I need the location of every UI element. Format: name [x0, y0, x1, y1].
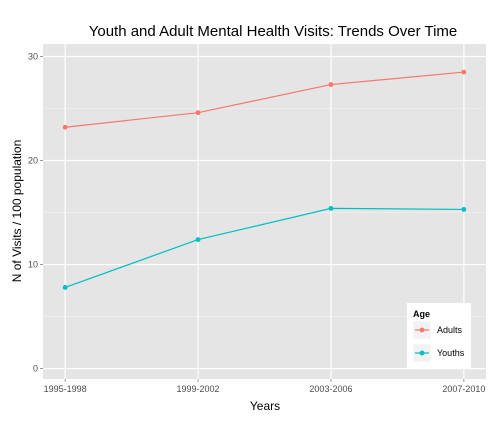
legend-key-point-youths	[419, 350, 425, 356]
x-axis-title: Years	[250, 399, 280, 413]
x-tick-label: 1999-2002	[177, 384, 220, 394]
y-tick-label: 20	[28, 156, 38, 166]
data-point-adults	[195, 110, 201, 116]
legend-entries: Adults Youths	[412, 320, 465, 363]
x-axis-ticks: 1995-1998 1999-2002 2003-2006 2007-2010	[44, 379, 485, 394]
series-points	[62, 69, 467, 290]
y-axis-title: N of Visits / 100 population	[10, 140, 24, 283]
data-point-adults	[328, 82, 334, 87]
series-lines	[64, 71, 464, 289]
series-line-youths	[64, 207, 464, 289]
x-tick-label: 2007-2010	[442, 384, 485, 394]
data-point-youths	[62, 285, 68, 290]
x-tick-label: 1995-1998	[44, 384, 87, 394]
series-line-adults	[65, 71, 464, 128]
legend-label-adults: Adults	[437, 325, 463, 335]
chart-title: Youth and Adult Mental Health Visits: Tr…	[89, 23, 458, 40]
legend-label-youths: Youths	[437, 348, 465, 358]
data-point-youths	[195, 237, 201, 242]
y-tick-label: 10	[28, 260, 38, 270]
legend: Age Adults Youths	[407, 303, 471, 369]
data-point-youths	[328, 205, 334, 211]
y-axis-ticks: 0 10 20 30	[28, 51, 43, 374]
data-point-adults	[461, 69, 467, 75]
x-tick-label: 2003-2006	[309, 384, 352, 394]
data-point-youths	[461, 207, 467, 212]
data-point-adults	[62, 124, 68, 130]
legend-key-point-adults	[419, 327, 425, 333]
y-tick-label: 0	[33, 364, 38, 374]
legend-title: Age	[413, 309, 430, 319]
y-tick-label: 30	[28, 51, 38, 61]
